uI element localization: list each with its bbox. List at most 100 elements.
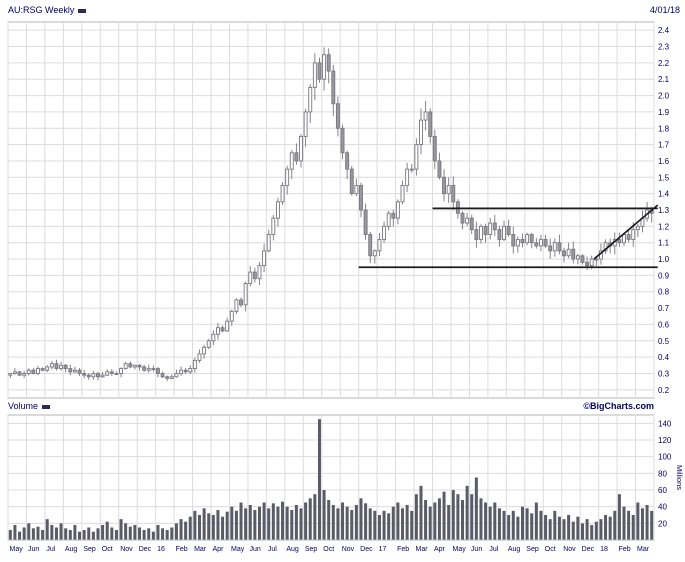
volume-bar — [640, 508, 644, 540]
candle — [479, 225, 483, 240]
volume-bar — [299, 508, 303, 540]
candle — [156, 368, 160, 374]
candle — [77, 369, 82, 374]
volume-bar — [197, 515, 201, 540]
candle — [603, 242, 608, 252]
volume-bar — [354, 505, 358, 540]
volume-bar — [557, 516, 561, 540]
volume-bar — [336, 508, 340, 540]
volume-bar — [636, 502, 640, 540]
svg-text:0.2: 0.2 — [658, 386, 670, 395]
volume-bar — [650, 510, 654, 540]
candle — [423, 111, 428, 121]
volume-bar — [133, 525, 137, 540]
candle — [543, 238, 548, 247]
volume-bar — [580, 523, 584, 540]
candle — [308, 86, 313, 113]
volume-bar — [27, 523, 31, 540]
volume-bar — [147, 528, 151, 540]
svg-text:17: 17 — [379, 546, 387, 553]
volume-bar — [465, 485, 469, 540]
candle — [335, 103, 340, 129]
volume-bar — [317, 419, 321, 540]
candle — [262, 250, 267, 267]
candle — [446, 185, 451, 195]
candle — [179, 369, 183, 374]
candle — [59, 364, 64, 370]
volume-bar — [230, 506, 234, 540]
candle — [72, 369, 77, 373]
candle — [289, 152, 294, 170]
volume-bar — [368, 508, 372, 540]
candle — [566, 248, 571, 257]
candle — [202, 346, 207, 355]
volume-bar — [562, 519, 566, 540]
volume-bar — [622, 506, 626, 540]
candle — [571, 248, 576, 260]
svg-text:Sep: Sep — [83, 546, 96, 553]
candle — [109, 371, 114, 374]
volume-bar — [234, 510, 238, 540]
volume-bar — [202, 508, 206, 540]
candle — [497, 229, 502, 240]
svg-text:0.6: 0.6 — [658, 320, 670, 329]
volume-bar — [161, 528, 165, 540]
volume-bar — [327, 500, 331, 540]
volume-bar — [479, 498, 483, 540]
volume-bar — [304, 502, 308, 540]
candle — [40, 368, 45, 371]
volume-bar — [571, 521, 575, 540]
svg-text:2.1: 2.1 — [658, 75, 670, 84]
volume-bar — [548, 519, 552, 540]
volume-bar — [41, 530, 45, 540]
volume-bar — [401, 508, 405, 540]
svg-text:Sep: Sep — [526, 546, 539, 553]
candle — [225, 320, 230, 332]
svg-text:Jul: Jul — [489, 546, 498, 553]
candle — [105, 371, 110, 376]
candle — [580, 255, 585, 263]
candle — [68, 368, 73, 373]
svg-text:Oct: Oct — [102, 546, 113, 553]
svg-text:0.8: 0.8 — [658, 288, 670, 297]
volume-bar — [534, 502, 538, 540]
volume-bar — [322, 490, 326, 540]
svg-text:2.0: 2.0 — [658, 92, 670, 101]
volume-bar — [142, 530, 146, 540]
candle — [45, 366, 50, 371]
volume-bar — [151, 531, 155, 540]
candle — [409, 168, 414, 171]
candle — [54, 363, 59, 370]
volume-bar — [414, 494, 418, 540]
volume-bar — [114, 530, 118, 540]
candle — [557, 242, 562, 252]
volume-bar — [451, 490, 455, 540]
candle — [128, 363, 133, 368]
candle — [96, 373, 100, 378]
candle — [340, 127, 345, 154]
volume-bar — [78, 531, 82, 540]
volume-bar — [341, 502, 345, 540]
svg-text:2.2: 2.2 — [658, 59, 670, 68]
candle — [483, 225, 488, 235]
candle — [617, 238, 622, 244]
candle — [529, 234, 534, 244]
candle — [239, 299, 243, 306]
volume-bar — [502, 510, 506, 540]
candle — [86, 374, 91, 378]
volume-bar — [110, 527, 114, 540]
svg-text:1.5: 1.5 — [658, 173, 670, 182]
volume-bar — [442, 491, 446, 540]
volume-bar — [525, 508, 529, 540]
volume-bar — [433, 502, 437, 540]
bigcharts-credit-link[interactable]: ©BigCharts.com — [583, 401, 654, 411]
svg-text:0.5: 0.5 — [658, 337, 670, 346]
candle — [395, 201, 400, 219]
volume-bar — [73, 525, 77, 540]
volume-bar — [631, 515, 635, 540]
candle — [183, 369, 188, 373]
candle — [197, 353, 202, 361]
svg-text:Oct: Oct — [545, 546, 556, 553]
candle — [585, 261, 590, 267]
